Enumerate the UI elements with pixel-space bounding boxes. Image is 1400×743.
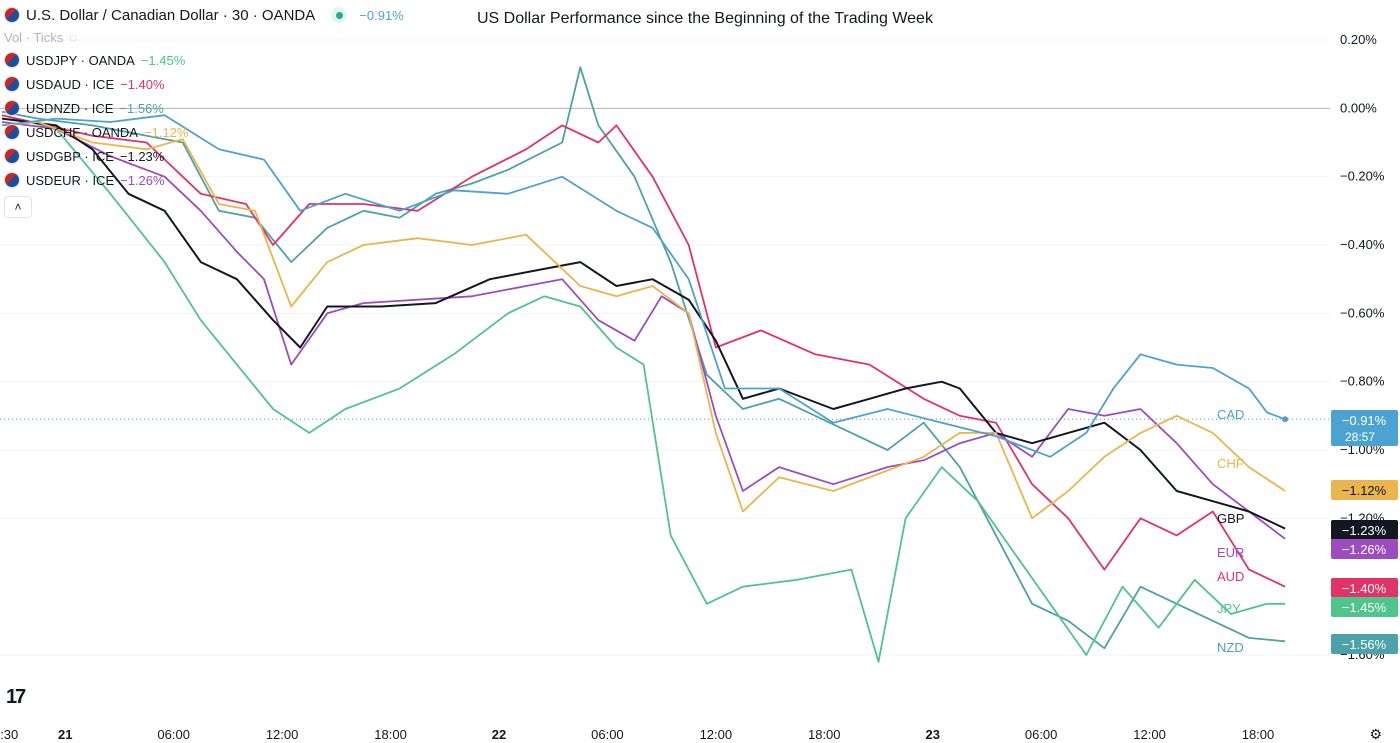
x-tick-label: 12:00 [700,727,733,742]
legend-value: −1.12% [143,124,189,140]
price-tag-value: −0.91% [1342,413,1387,428]
us-ca-flag-icon [4,7,20,23]
x-tick-label: 18:00 [1242,727,1275,742]
legend-symbol: USDJPY · OANDA [26,52,135,68]
legend-row[interactable]: USDJPY · OANDA −1.45% [4,48,404,72]
series-end-label: NZD [1217,640,1244,655]
x-tick-label: 12:00 [1133,727,1166,742]
settings-icon[interactable]: ⚙ [1369,726,1382,742]
price-tag-bg [1331,410,1398,446]
chevron-up-icon: ˄ [14,200,22,214]
price-tag-value: −1.56% [1342,637,1387,652]
y-tick-label: −0.60% [1340,305,1385,320]
x-tick-label: 18:00 [374,727,407,742]
series-end-label: AUD [1217,569,1244,584]
legend-value: −1.40% [120,76,165,92]
x-tick-label: 23 [925,727,939,742]
legend-row[interactable]: USDGBP · ICE −1.23% [4,144,404,168]
x-tick-label: 20:30 [0,727,18,742]
legend-value: −1.26% [120,172,165,188]
legend-symbol: USDAUD · ICE [26,76,115,92]
price-tag-bg [1331,634,1398,654]
series-end-label: CAD [1217,407,1244,422]
legend-symbol: USDNZD · ICE [26,100,114,116]
series-line-gbp [1,117,1286,530]
series-end-label: EUR [1217,545,1244,560]
legend-symbol: USDGBP · ICE [26,148,114,164]
legend-symbol: USDCHF · OANDA [26,124,138,140]
y-tick-label: 0.20% [1340,32,1377,47]
chart-title: US Dollar Performance since the Beginnin… [477,10,933,27]
flag-icon [4,148,20,164]
x-tick-label: 06:00 [1025,727,1058,742]
flag-icon [4,100,20,116]
price-tag-bg [1331,480,1398,500]
price-tag-bg [1331,597,1398,617]
legend-value: −1.45% [140,52,186,68]
x-tick-label: 06:00 [157,727,190,742]
series-line-eur [1,121,1286,540]
y-tick-label: 0.00% [1340,100,1377,115]
price-tag-bg [1331,520,1398,540]
legend-value: −1.23% [119,148,165,164]
series-end-label: JPY [1217,601,1241,616]
price-tag-bg [1331,539,1398,559]
legend-row[interactable]: USDCHF · OANDA −1.12% [4,120,404,144]
main-symbol-row[interactable]: U.S. Dollar / Canadian Dollar · 30 · OAN… [4,4,404,26]
legend-row[interactable]: USDNZD · ICE −1.56% [4,96,404,120]
main-symbol-title: U.S. Dollar / Canadian Dollar · 30 · OAN… [26,6,316,24]
x-tick-label: 06:00 [591,727,624,742]
tradingview-logo-icon[interactable]: 17 [6,686,26,708]
volume-label: Vol · Ticks [4,29,64,45]
y-tick-label: −0.40% [1340,237,1385,252]
volume-row[interactable]: Vol · Ticks ◌ [4,26,404,48]
x-tick-label: 22 [492,727,506,742]
legend: U.S. Dollar / Canadian Dollar · 30 · OAN… [4,4,404,218]
legend-value: −1.56% [119,100,164,116]
series-end-dot [1282,416,1289,423]
legend-row[interactable]: USDEUR · ICE −1.26% [4,168,404,192]
main-symbol-change: −0.91% [359,7,404,23]
price-tag-value: −1.40% [1342,581,1387,596]
flag-icon [4,124,20,140]
flag-icon [4,76,20,92]
series-line-chf [1,121,1286,520]
flag-icon [4,172,20,188]
series-end-label: GBP [1217,511,1244,526]
price-tag-value: −1.23% [1342,523,1387,538]
price-tag-value: −1.26% [1342,542,1387,557]
series-line-nzd [1,66,1286,650]
collapse-legend-button[interactable]: ˄ [4,196,32,218]
x-tick-label: 21 [58,727,72,742]
bar-countdown: 28:57 [1345,430,1375,444]
flag-icon [4,52,20,68]
series-line-jpy [1,114,1286,663]
market-status-icon [331,7,348,23]
y-tick-label: −0.20% [1340,169,1385,184]
price-tag-value: −1.12% [1342,483,1387,498]
series-line-cad [1,114,1286,458]
eye-hidden-icon[interactable]: ◌ [69,29,77,45]
series-end-label: CHF [1217,456,1244,471]
y-tick-label: −0.80% [1340,374,1385,389]
x-tick-label: 18:00 [808,727,841,742]
x-tick-label: 12:00 [266,727,299,742]
legend-row[interactable]: USDAUD · ICE −1.40% [4,72,404,96]
price-tag-value: −1.45% [1342,600,1387,615]
legend-symbol: USDEUR · ICE [26,172,115,188]
price-tag-bg [1331,578,1398,598]
